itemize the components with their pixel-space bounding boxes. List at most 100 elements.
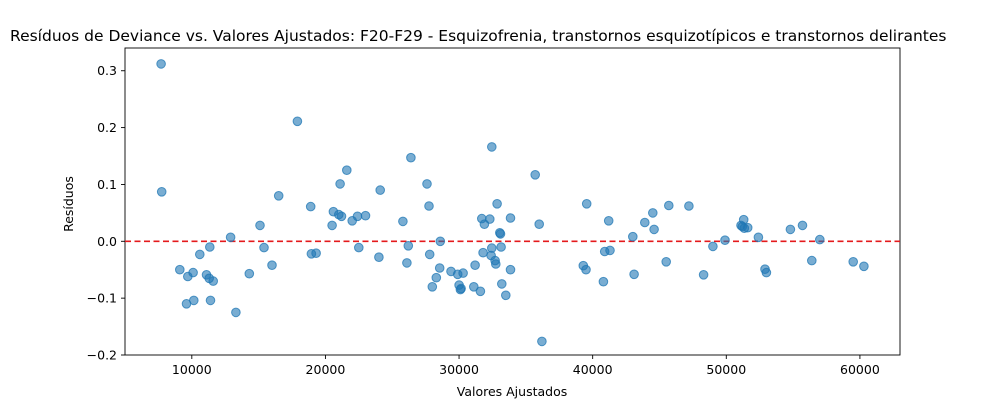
data-point — [327, 220, 337, 231]
data-point — [475, 286, 486, 297]
data-point — [424, 201, 434, 211]
data-point — [335, 179, 345, 189]
data-point — [487, 243, 497, 253]
y-tick-label: 0.0 — [97, 234, 117, 249]
data-point — [470, 260, 480, 271]
data-point — [581, 199, 592, 209]
data-point — [189, 295, 199, 306]
data-point — [342, 165, 352, 175]
x-tick-label: 30000 — [439, 362, 479, 377]
data-point — [495, 229, 506, 239]
data-point — [267, 260, 277, 271]
data-point — [581, 264, 591, 275]
data-point — [648, 208, 658, 218]
data-point — [231, 307, 241, 318]
data-point — [205, 295, 216, 306]
data-point — [738, 214, 749, 225]
x-axis-label: Valores Ajustados — [457, 384, 568, 399]
data-point — [649, 224, 659, 235]
data-point — [720, 235, 730, 245]
data-point — [534, 219, 545, 229]
data-point — [434, 263, 445, 273]
data-point — [848, 257, 859, 267]
data-point — [259, 242, 269, 253]
data-point — [458, 268, 468, 278]
data-point — [354, 242, 364, 253]
data-point — [537, 336, 547, 347]
data-point — [629, 269, 639, 280]
data-point — [605, 245, 615, 256]
data-point — [195, 249, 205, 260]
data-point — [205, 242, 215, 252]
data-point — [753, 232, 764, 243]
y-tick-label: 0.3 — [97, 63, 117, 78]
data-point — [255, 220, 265, 231]
data-point — [156, 59, 166, 69]
data-point — [336, 211, 347, 222]
data-point — [292, 116, 303, 127]
x-tick-label: 50000 — [706, 362, 746, 377]
data-point — [491, 259, 501, 269]
data-point — [485, 214, 495, 224]
data-point — [628, 231, 638, 242]
data-point — [603, 216, 614, 226]
y-tick-label: 0.2 — [97, 120, 117, 135]
data-point — [785, 224, 796, 235]
data-point — [664, 200, 674, 211]
y-axis-label: Resíduos — [61, 176, 76, 232]
x-axis-ticks: 10000 20000 30000 40000 50000 60000 — [172, 355, 880, 377]
data-point — [859, 261, 869, 272]
data-point — [402, 258, 412, 268]
data-point — [530, 170, 541, 180]
data-point — [469, 282, 479, 292]
y-tick-label: 0.1 — [97, 177, 117, 192]
data-point — [273, 191, 284, 201]
data-points — [156, 59, 869, 347]
data-point — [435, 236, 446, 247]
data-point — [640, 217, 650, 228]
data-point — [188, 267, 198, 278]
data-point — [684, 201, 694, 211]
data-point — [244, 268, 255, 279]
data-point — [175, 264, 185, 275]
data-point — [505, 264, 516, 275]
data-point — [424, 249, 435, 260]
data-point — [501, 290, 511, 301]
data-point — [406, 152, 416, 163]
data-point — [374, 252, 384, 263]
data-point — [311, 248, 321, 258]
data-point — [505, 213, 516, 223]
data-point — [403, 241, 414, 251]
data-point — [398, 216, 408, 227]
data-point — [360, 210, 371, 221]
data-point — [492, 199, 502, 209]
data-point — [797, 220, 808, 231]
y-tick-label: −0.2 — [87, 348, 117, 363]
data-point — [225, 232, 236, 243]
data-point — [807, 255, 817, 266]
x-tick-label: 20000 — [306, 362, 346, 377]
data-point — [661, 257, 672, 267]
x-tick-label: 40000 — [573, 362, 613, 377]
data-point — [742, 222, 753, 233]
y-tick-label: −0.1 — [87, 291, 117, 306]
data-point — [352, 211, 363, 222]
chart-title: Resíduos de Deviance vs. Valores Ajustad… — [10, 27, 946, 45]
data-point — [761, 267, 772, 278]
x-tick-label: 60000 — [840, 362, 880, 377]
data-point — [305, 201, 316, 212]
data-point — [598, 276, 609, 287]
data-point — [375, 185, 386, 195]
data-point — [456, 283, 466, 294]
data-point — [422, 179, 432, 189]
plot-frame — [124, 47, 901, 356]
data-point — [431, 272, 442, 283]
data-point — [478, 247, 488, 258]
data-point — [496, 242, 506, 252]
data-point — [208, 276, 218, 286]
data-point — [487, 142, 497, 152]
data-point — [708, 241, 718, 252]
x-tick-label: 10000 — [172, 362, 212, 377]
data-point — [815, 234, 825, 245]
